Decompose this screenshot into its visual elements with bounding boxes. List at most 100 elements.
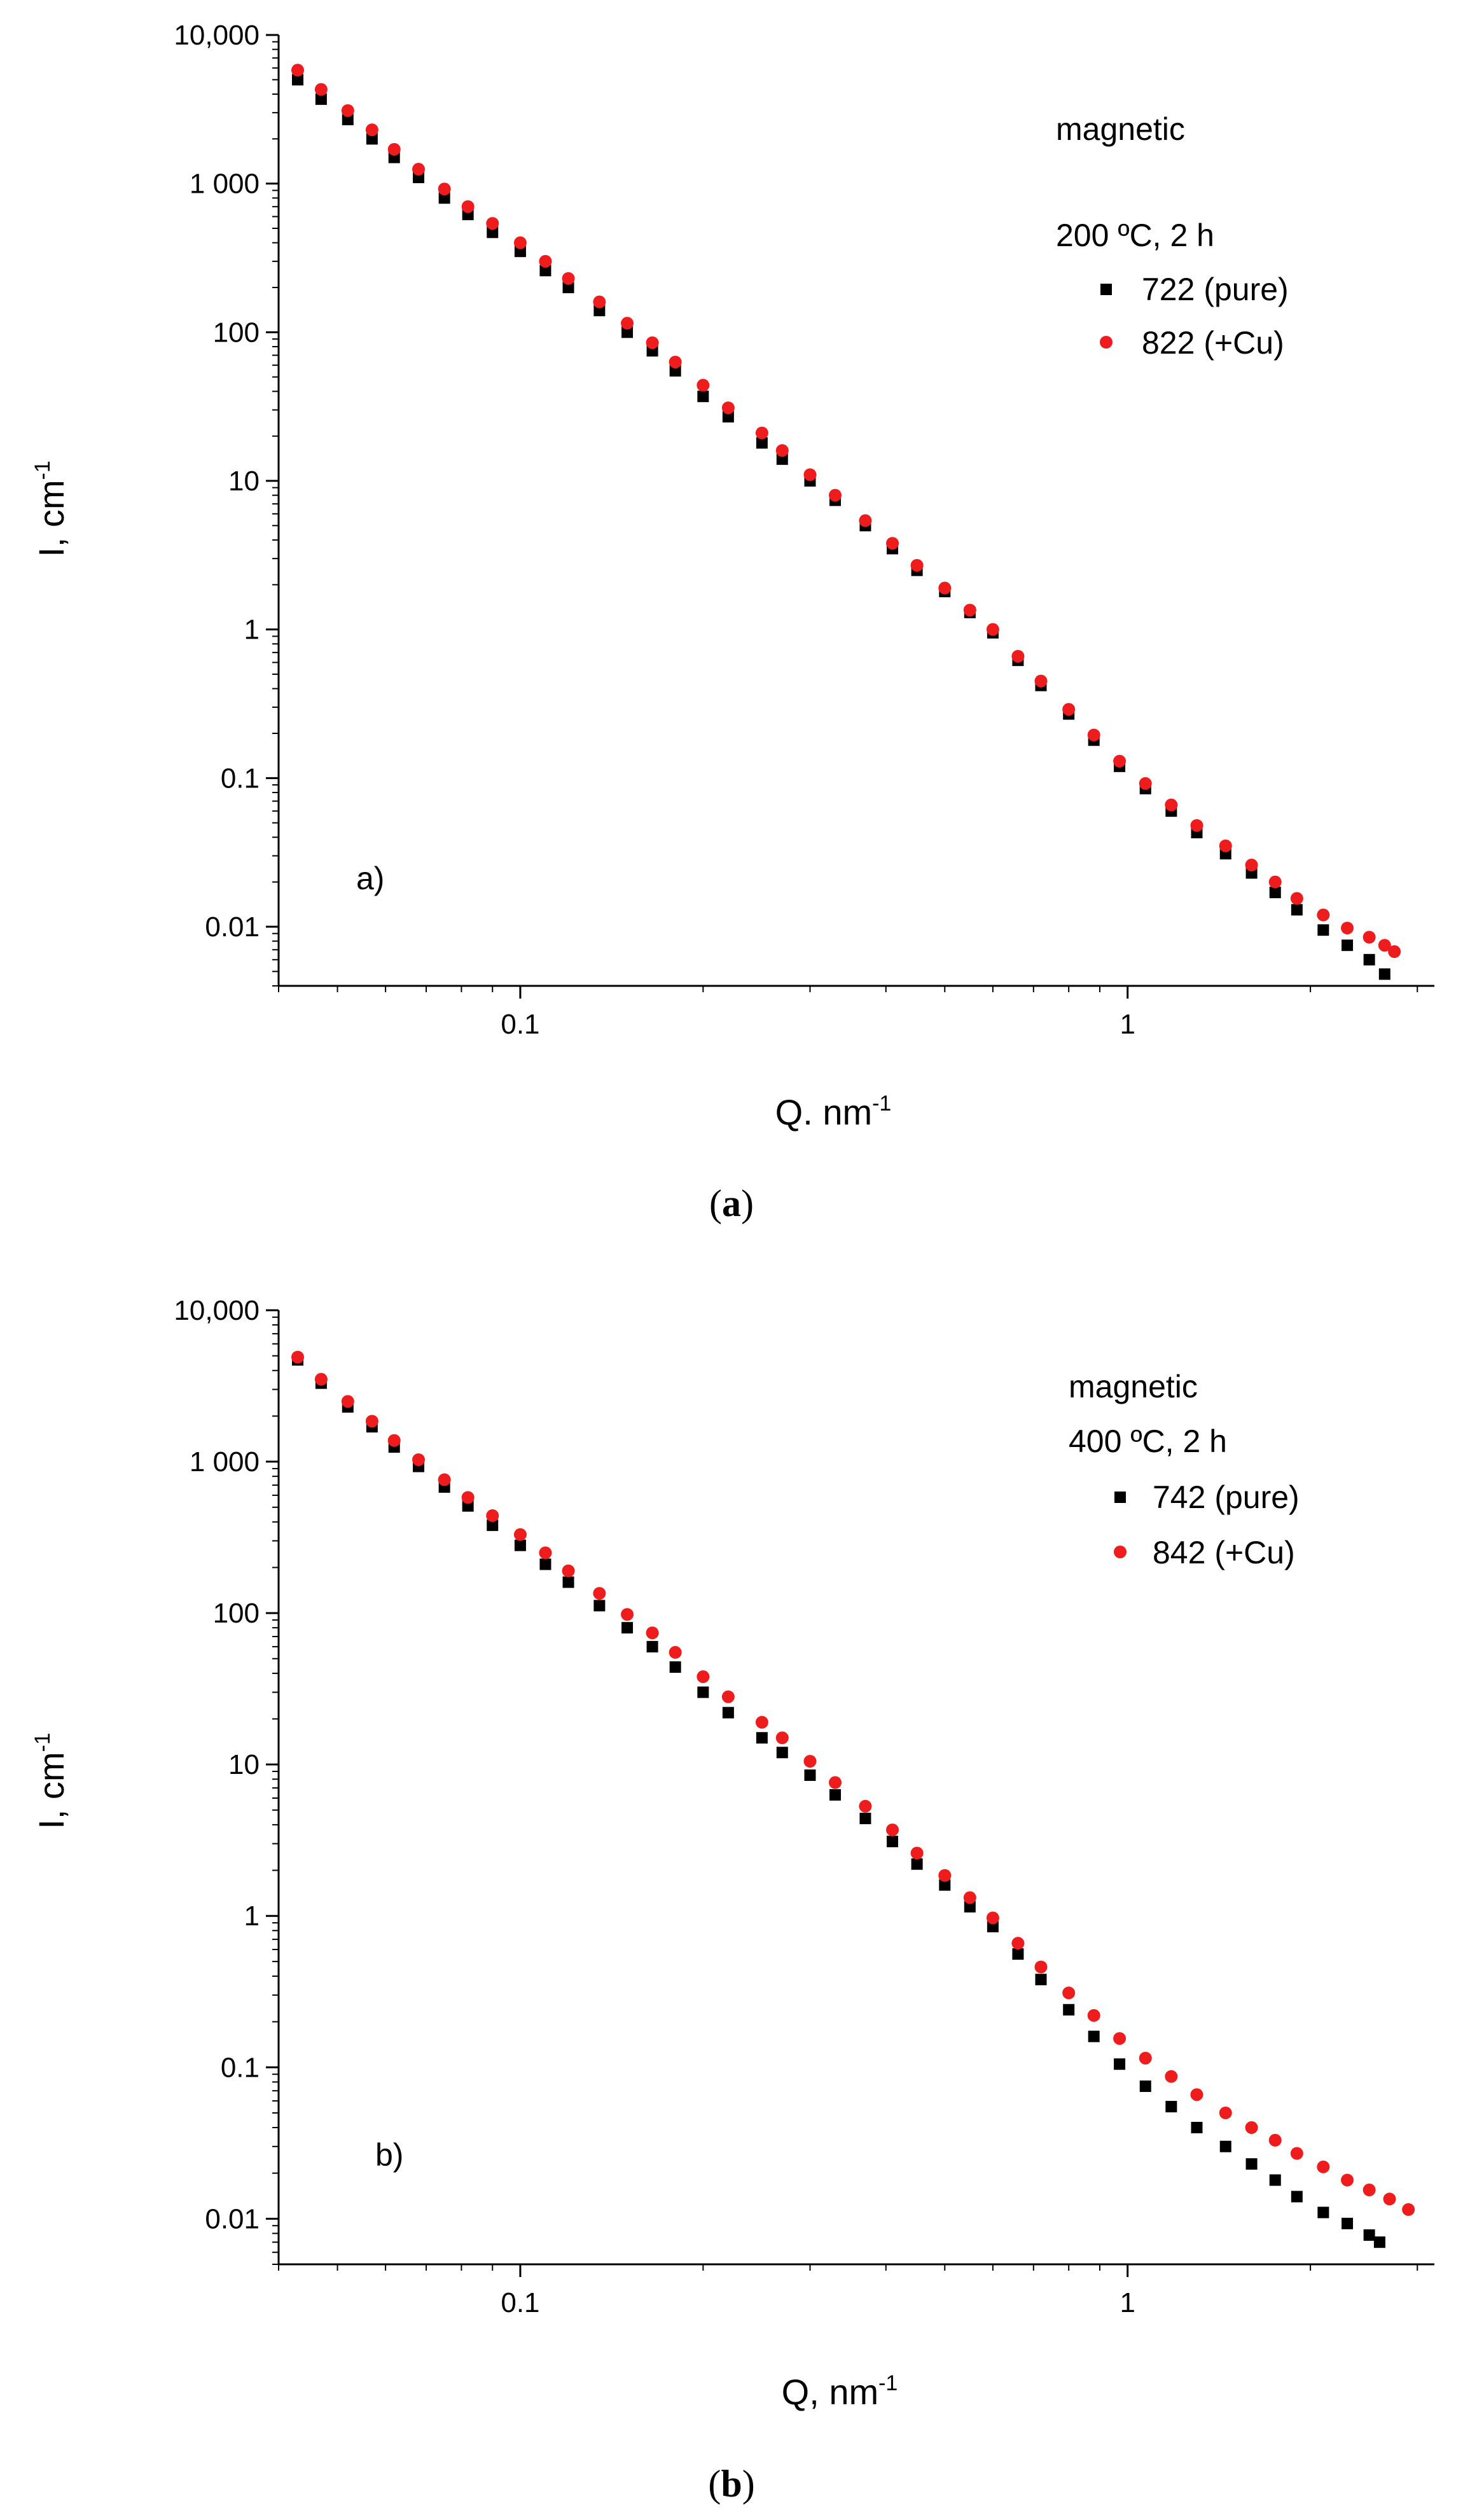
legend-title-line2-b: 400 ºC, 2 h [1069, 1423, 1227, 1459]
data-point [646, 1626, 659, 1640]
data-point [1165, 798, 1178, 812]
data-point [513, 1528, 527, 1541]
data-point [1245, 859, 1258, 872]
data-point [1165, 2101, 1177, 2113]
data-points-b [291, 1350, 1415, 2248]
data-point [562, 272, 575, 285]
data-point [593, 1600, 606, 1612]
data-point [938, 581, 952, 595]
data-point [291, 1350, 304, 1364]
data-point [697, 1686, 709, 1698]
data-point [963, 604, 976, 617]
x-tick-label: 1 [1120, 2287, 1135, 2318]
data-point [487, 226, 499, 239]
data-point [291, 64, 304, 77]
data-point [756, 1732, 768, 1744]
data-point [1402, 2203, 1415, 2216]
data-point [514, 1539, 526, 1551]
data-point [669, 356, 682, 369]
data-point [486, 1509, 499, 1522]
data-point [910, 1846, 924, 1860]
data-point [1341, 2173, 1354, 2187]
data-point [314, 1373, 328, 1386]
data-point [365, 123, 378, 137]
data-point [1113, 2032, 1127, 2045]
y-tick-label: 10,000 [174, 1295, 260, 1326]
data-point [775, 1731, 789, 1745]
panel-label-a: a) [356, 861, 384, 896]
data-point [1341, 922, 1354, 935]
data-point [1291, 2191, 1303, 2203]
legend-item-a-0: 722 (pure) [1100, 272, 1289, 307]
x-tick-label: 1 [1120, 1009, 1135, 1040]
legend-label-a-0: 722 (pure) [1142, 272, 1289, 307]
legend-label-a-1: 822 (+Cu) [1142, 325, 1284, 361]
data-point [1191, 2122, 1203, 2134]
data-point [938, 1869, 952, 1882]
data-point [887, 1836, 899, 1848]
data-point [939, 1879, 951, 1891]
data-point [539, 254, 552, 268]
x-axis-title-b: Q, nm-1 [782, 2371, 898, 2412]
data-point [438, 1473, 451, 1486]
data-point [412, 163, 426, 176]
data-point [1317, 2160, 1330, 2173]
data-point [911, 1858, 923, 1870]
data-point [1363, 2229, 1375, 2241]
data-point [646, 1640, 658, 1652]
series-b-1 [291, 1350, 1415, 2216]
data-point [593, 305, 606, 317]
data-point [886, 1823, 899, 1836]
data-point [621, 317, 634, 330]
series-a-1 [291, 64, 1401, 959]
data-point [1373, 2236, 1385, 2248]
data-point [1011, 1937, 1025, 1950]
data-point [1087, 2009, 1100, 2022]
y-ticks-b: 10,000 1 000 100 10 1 0.1 0.01 [174, 1295, 279, 2265]
data-point [1342, 2217, 1354, 2229]
caption-b: (b) [708, 2463, 754, 2505]
data-point [829, 1789, 841, 1801]
data-point [1114, 2058, 1126, 2070]
data-point [721, 401, 735, 415]
data-point [1268, 875, 1282, 889]
data-point [1087, 728, 1100, 742]
y-tick-label: 100 [213, 317, 260, 348]
x-tick-label: 0.1 [501, 1009, 539, 1040]
data-point [828, 488, 842, 502]
data-point [562, 281, 574, 293]
legend-item-b-1: 842 (+Cu) [1114, 1535, 1295, 1570]
data-point [438, 192, 450, 204]
data-point [1317, 908, 1330, 922]
panel-label-b: b) [375, 2137, 403, 2173]
data-point [366, 133, 378, 145]
data-point [438, 183, 451, 196]
data-point [1245, 2158, 1258, 2170]
data-point [755, 426, 768, 440]
data-point [859, 514, 872, 527]
data-point [986, 623, 999, 636]
y-tick-label: 1 000 [190, 1446, 260, 1478]
data-point [1139, 777, 1152, 790]
data-point [461, 200, 475, 213]
data-point [621, 1622, 634, 1634]
data-point [562, 1576, 574, 1588]
data-point [487, 1520, 499, 1532]
data-point [387, 1434, 401, 1447]
data-point [1342, 939, 1354, 952]
y-tick-label: 1 [244, 614, 260, 646]
y-tick-label: 1 000 [190, 169, 260, 200]
data-point [697, 391, 709, 403]
data-point [1063, 2004, 1075, 2016]
y-tick-label: 0.1 [221, 763, 260, 794]
y-tick-label: 10 [228, 1749, 260, 1780]
data-point [804, 1769, 816, 1781]
data-point [1290, 892, 1303, 905]
data-point [803, 1755, 817, 1768]
y-axis-title-b: I, cm-1 [31, 1733, 71, 1829]
data-point [593, 1587, 606, 1600]
data-point [1034, 1960, 1048, 1974]
data-point [1190, 819, 1203, 832]
